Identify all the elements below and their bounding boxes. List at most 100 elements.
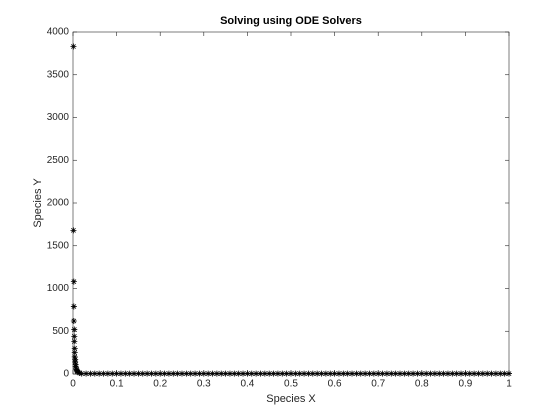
y-tick-label: 0 [63,369,69,380]
data-point [76,369,83,376]
data-point [349,370,356,377]
chart-title: Solving using ODE Solvers [220,15,362,27]
data-point [266,370,273,377]
y-axis-label: Species Y [32,178,44,228]
data-point [353,370,360,377]
data-point [139,370,146,377]
data-point [222,370,229,377]
data-point [340,370,347,377]
x-tick-label: 0.8 [415,379,429,390]
data-point [71,349,78,356]
data-point [305,370,312,377]
data-point [70,303,77,310]
data-point [449,370,456,377]
data-point [218,370,225,377]
data-point [261,370,268,377]
data-point [418,370,425,377]
data-point [492,370,499,377]
data-point [335,370,342,377]
y-tick-label: 1000 [47,283,70,294]
data-point [253,370,260,377]
data-point [309,370,316,377]
data-point [318,370,325,377]
data-point [423,370,430,377]
data-point [458,370,465,377]
x-tick-label: 0.4 [240,379,254,390]
y-tick-label: 1500 [47,240,70,251]
x-tick-label: 0.1 [110,379,124,390]
data-point [279,370,286,377]
x-tick-label: 0.5 [284,379,298,390]
data-point [497,370,504,377]
data-point [314,370,321,377]
data-point [70,43,77,50]
data-point [466,370,473,377]
y-tick-label: 3500 [47,69,70,80]
data-point [292,370,299,377]
data-point [71,338,78,345]
data-point [113,370,120,377]
data-point [296,370,303,377]
data-point [274,370,281,377]
data-point [301,370,308,377]
data-point [440,370,447,377]
data-point [414,370,421,377]
data-point [288,370,294,377]
data-point [144,370,151,377]
data-point [78,370,85,377]
data-point [327,370,334,377]
data-point [72,363,79,370]
data-point [405,370,412,377]
y-tick-label: 500 [52,326,69,337]
data-point [453,370,460,377]
y-tick-label: 4000 [47,27,70,38]
data-point [322,370,329,377]
data-point [231,370,238,377]
data-point [131,370,138,377]
data-point [226,370,233,377]
data-point [187,370,194,377]
data-point [117,370,124,377]
data-point [179,370,185,377]
data-point [383,370,390,377]
data-point [213,370,220,377]
data-point [192,370,199,377]
data-point [479,370,486,377]
data-point [71,353,78,360]
data-point [96,370,103,377]
data-point [366,370,373,377]
data-point [427,370,434,377]
data-point [70,278,77,285]
data-point [148,370,155,377]
data-point [501,370,508,377]
data-point [344,370,351,377]
data-point [73,366,80,373]
data-point [471,370,478,377]
data-point [357,370,364,377]
data-point [209,370,216,377]
data-point [370,370,377,377]
data-point [244,370,251,377]
data-point [183,370,190,377]
data-point [257,370,264,377]
data-point [72,359,79,366]
data-point [410,370,417,377]
data-point [75,369,82,376]
data-point [87,370,94,377]
data-point [157,370,164,377]
data-point [83,370,90,377]
data-point [388,370,395,377]
data-point [170,370,177,377]
data-point [174,370,181,377]
data-point [200,370,207,377]
data-point [488,370,495,377]
data-point [462,370,469,377]
data-point [397,370,403,377]
data-point [444,370,451,377]
x-axis-label: Species X [266,393,316,405]
data-point [71,345,78,352]
data-point [375,370,382,377]
data-point [484,370,491,377]
data-point [475,370,482,377]
y-tick-label: 2500 [47,155,70,166]
